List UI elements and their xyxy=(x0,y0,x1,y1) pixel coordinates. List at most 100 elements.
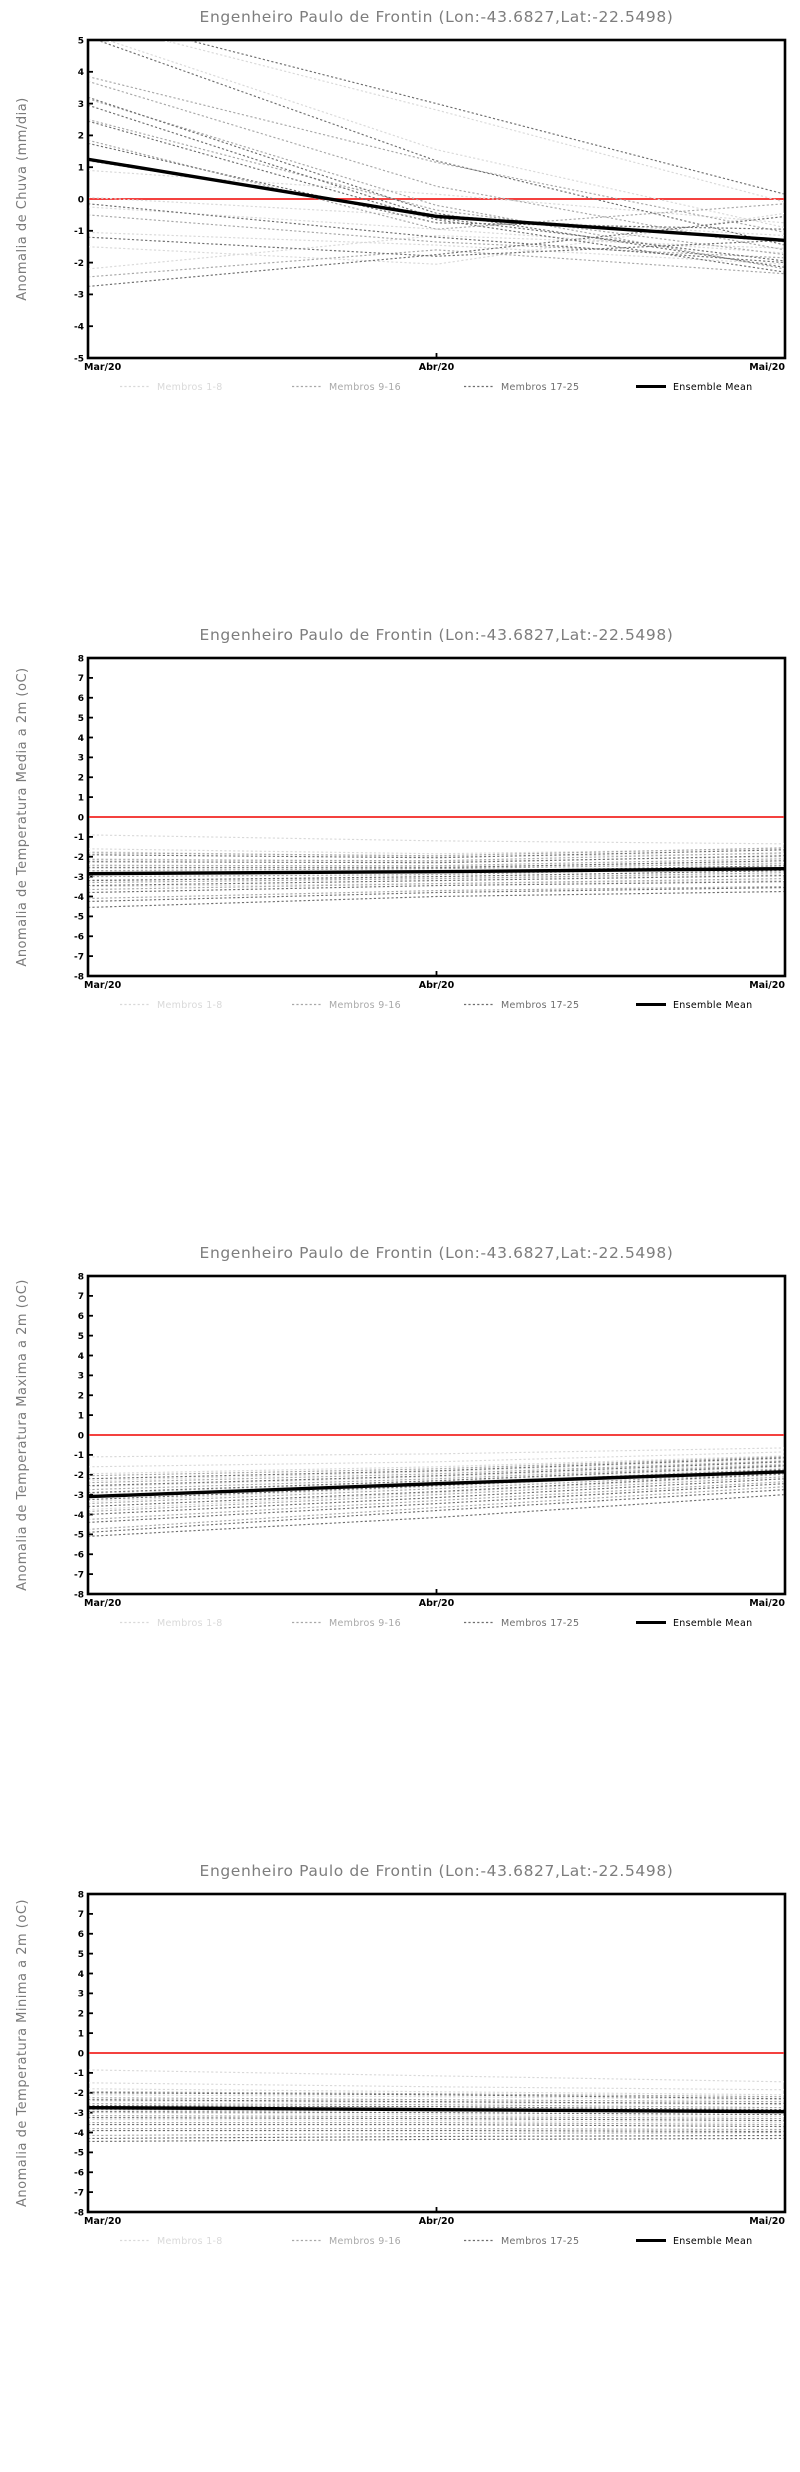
y-tick-label: -7 xyxy=(74,952,84,962)
y-tick-label: -2 xyxy=(74,259,84,269)
member-line xyxy=(89,2099,784,2105)
x-tick-label: Abr/20 xyxy=(419,1598,455,1609)
x-tick-label: Mai/20 xyxy=(749,980,785,991)
y-tick-label: 8 xyxy=(78,654,84,664)
y-tick-label: 2 xyxy=(78,774,84,784)
member-line xyxy=(89,834,784,845)
member-line xyxy=(89,214,784,259)
x-tick-label: Mai/20 xyxy=(749,362,785,373)
member-line xyxy=(89,1494,784,1537)
member-line xyxy=(89,2112,784,2118)
y-tick-label: 4 xyxy=(78,734,84,744)
member-line xyxy=(89,1472,784,1505)
y-tick-label: -1 xyxy=(74,833,84,843)
y-tick-label: -7 xyxy=(74,1570,84,1580)
y-tick-label: 1 xyxy=(78,1411,84,1421)
y-tick-label: 7 xyxy=(78,1910,84,1920)
member-line xyxy=(89,2097,784,2103)
y-tick-label: 4 xyxy=(78,68,84,78)
member-line xyxy=(89,847,784,857)
member-line xyxy=(89,1466,784,1495)
x-tick-label: Mar/20 xyxy=(84,980,122,991)
y-axis-title: Anomalia de Temperatura Maxima a 2m (oC) xyxy=(15,1279,30,1591)
member-line xyxy=(89,1458,784,1482)
member-line xyxy=(89,1461,784,1487)
member-line xyxy=(89,2117,784,2122)
member-line xyxy=(89,2100,784,2106)
member-line xyxy=(189,41,784,195)
x-tick-label: Abr/20 xyxy=(419,2216,455,2227)
member-line xyxy=(89,855,784,864)
member-line xyxy=(89,860,784,869)
y-tick-label: 2 xyxy=(78,2010,84,2020)
legend-label: Membros 17-25 xyxy=(501,382,579,393)
member-line xyxy=(89,1455,784,1475)
member-line xyxy=(89,2088,784,2096)
member-line xyxy=(89,81,784,251)
chart-title: Engenheiro Paulo de Frontin (Lon:-43.682… xyxy=(200,1862,674,1880)
member-line xyxy=(89,1489,784,1533)
member-line xyxy=(89,1481,784,1520)
legend-label: Membros 9-16 xyxy=(329,1000,401,1011)
member-line xyxy=(89,236,784,257)
member-line xyxy=(89,212,784,265)
member-line xyxy=(98,41,784,246)
member-line xyxy=(89,2131,784,2137)
chart-panel-tmean-anomaly: Engenheiro Paulo de Frontin (Lon:-43.682… xyxy=(0,618,800,1236)
y-axis-title: Anomalia de Temperatura Minima a 2m (oC) xyxy=(15,1899,30,2207)
y-tick-label: -5 xyxy=(74,1531,84,1541)
y-tick-label: 2 xyxy=(78,132,84,142)
member-line xyxy=(89,2111,784,2116)
y-tick-label: 3 xyxy=(78,754,84,764)
member-line xyxy=(89,875,784,887)
member-line xyxy=(89,234,784,270)
member-line xyxy=(89,2082,784,2091)
legend-label: Membros 17-25 xyxy=(501,1000,579,1011)
y-tick-label: 6 xyxy=(78,1312,84,1322)
y-tick-label: -1 xyxy=(74,227,84,237)
legend-label: Ensemble Mean xyxy=(673,1000,752,1011)
legend-label: Membros 1-8 xyxy=(157,1618,223,1629)
y-tick-label: -4 xyxy=(74,2129,84,2139)
chart-panel-precip-anomaly: Engenheiro Paulo de Frontin (Lon:-43.682… xyxy=(0,0,800,618)
ensemble-mean-line xyxy=(89,157,784,242)
member-line xyxy=(89,2091,784,2098)
member-line xyxy=(89,1451,784,1468)
member-line xyxy=(89,2134,784,2140)
legend-label: Membros 9-16 xyxy=(329,1618,401,1629)
ensemble-mean-line xyxy=(89,2105,784,2114)
chart-panel-tmax-anomaly: Engenheiro Paulo de Frontin (Lon:-43.682… xyxy=(0,1236,800,1854)
member-line xyxy=(89,1486,784,1530)
legend-label: Ensemble Mean xyxy=(673,2236,752,2247)
member-line xyxy=(89,2103,784,2109)
member-line xyxy=(89,98,784,270)
legend-label: Membros 1-8 xyxy=(157,1000,223,1011)
legend-label: Membros 1-8 xyxy=(157,382,223,393)
member-line xyxy=(89,863,784,872)
member-line xyxy=(89,886,784,903)
y-tick-label: 0 xyxy=(78,813,84,823)
member-line xyxy=(89,231,784,265)
member-line xyxy=(89,1478,784,1516)
member-line xyxy=(89,249,784,278)
series-layer xyxy=(89,834,784,908)
y-tick-label: 4 xyxy=(78,1352,84,1362)
y-tick-label: 0 xyxy=(78,195,84,205)
y-axis-title: Anomalia de Temperatura Media a 2m (oC) xyxy=(15,667,30,966)
member-line xyxy=(89,2137,784,2143)
y-tick-label: 5 xyxy=(78,714,84,724)
member-line xyxy=(89,1460,784,1484)
y-tick-label: 3 xyxy=(78,100,84,110)
y-tick-label: -4 xyxy=(74,1511,84,1521)
chart-title: Engenheiro Paulo de Frontin (Lon:-43.682… xyxy=(200,626,674,644)
legend-label: Membros 17-25 xyxy=(501,2236,579,2247)
y-tick-label: -5 xyxy=(74,913,84,923)
x-tick-label: Abr/20 xyxy=(419,980,455,991)
y-tick-label: -8 xyxy=(74,1590,84,1600)
chart-panel-tmin-anomaly: Engenheiro Paulo de Frontin (Lon:-43.682… xyxy=(0,1854,800,2472)
member-line xyxy=(89,2123,784,2128)
series-layer xyxy=(89,2069,784,2143)
y-tick-label: 6 xyxy=(78,694,84,704)
x-tick-label: Abr/20 xyxy=(419,362,455,373)
member-line xyxy=(89,76,784,233)
